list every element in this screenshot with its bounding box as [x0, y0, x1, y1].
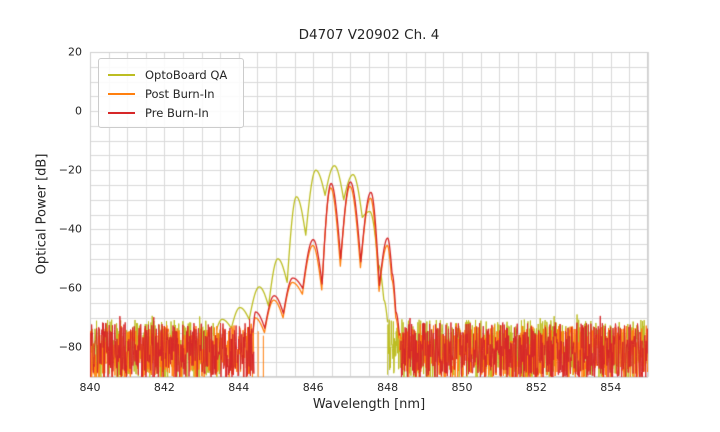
x-tick-label-852: 852 [525, 381, 547, 394]
legend-label-optoboard-qa: OptoBoard QA [145, 67, 228, 82]
y-tick-label-neg40: −40 [58, 222, 82, 236]
legend-item-post-burn-in: Post Burn-In [108, 84, 234, 103]
x-tick-label-840: 840 [79, 381, 101, 394]
legend-swatch-post-burn-in [108, 92, 135, 95]
x-axis-label: Wavelength [nm] [312, 397, 426, 412]
plot-title: D4707 V20902 Ch. 4 [298, 27, 440, 43]
y-tick-label-0: 0 [75, 104, 82, 118]
legend-label-pre-burn-in: Pre Burn-In [145, 105, 209, 120]
x-tick-label-844: 844 [228, 381, 250, 394]
x-tick-label-842: 842 [153, 381, 175, 394]
y-tick-label-neg20: −20 [58, 163, 82, 177]
y-tick-label-20: 20 [68, 45, 82, 59]
y-tick-label-neg60: −60 [58, 281, 82, 295]
x-tick-label-848: 848 [377, 381, 399, 394]
legend-swatch-optoboard-qa [108, 73, 135, 76]
legend-label-post-burn-in: Post Burn-In [145, 86, 215, 101]
y-tick-label-neg80: −80 [58, 340, 82, 354]
x-tick-label-846: 846 [302, 381, 324, 394]
legend-item-pre-burn-in: Pre Burn-In [108, 103, 234, 122]
legend-item-optoboard-qa: OptoBoard QA [108, 65, 234, 84]
x-tick-label-854: 854 [600, 381, 622, 394]
legend-swatch-pre-burn-in [108, 111, 135, 114]
x-tick-label-850: 850 [451, 381, 473, 394]
legend: OptoBoard QA Post Burn-In Pre Burn-In [98, 58, 244, 128]
